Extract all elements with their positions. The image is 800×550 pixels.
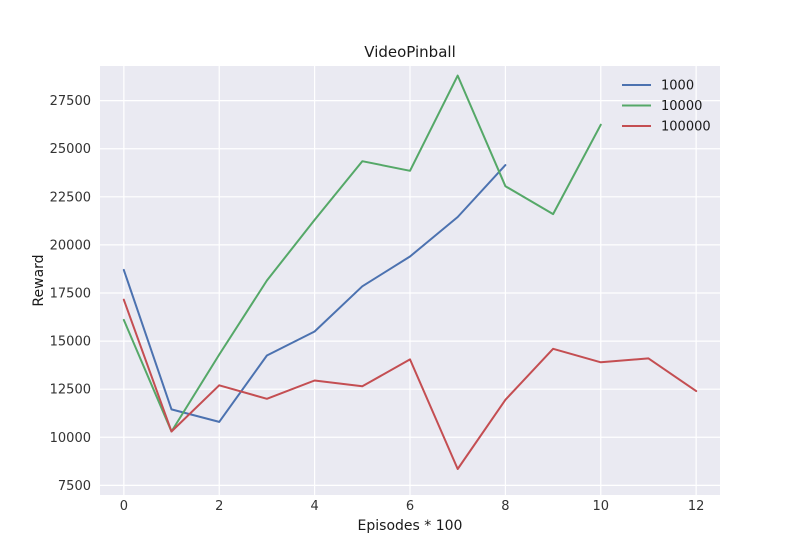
x-axis-label: Episodes * 100 [358, 518, 463, 534]
x-tick-label: 2 [215, 499, 223, 514]
grid [100, 66, 720, 495]
y-tick-label: 12500 [50, 383, 91, 398]
x-tick-label: 10 [592, 499, 609, 514]
y-tick-label: 17500 [50, 287, 91, 302]
series-lines [122, 74, 698, 470]
series-line-100000 [122, 298, 698, 470]
x-tick-label: 6 [406, 499, 414, 514]
y-tick-label: 10000 [50, 431, 91, 446]
x-tick-label: 12 [688, 499, 705, 514]
legend-label: 100000 [661, 120, 711, 135]
y-tick-label: 15000 [50, 335, 91, 350]
x-tick-label: 4 [310, 499, 318, 514]
y-tick-label: 7500 [58, 479, 91, 494]
legend-label: 10000 [661, 99, 702, 114]
series-line-10000 [122, 74, 602, 433]
y-tick-label: 22500 [50, 190, 91, 205]
y-tick-label: 27500 [50, 94, 91, 109]
y-ticks: 7500 10000 12500 15000 17500 20000 22500 25000 2… [50, 94, 91, 494]
legend: 1000 10000 100000 [622, 79, 711, 135]
chart-title: VideoPinball [364, 43, 455, 61]
x-ticks: 0 2 4 6 8 10 12 [120, 499, 705, 514]
y-axis-label: Reward [31, 254, 47, 306]
legend-label: 1000 [661, 79, 694, 94]
y-tick-label: 20000 [50, 238, 91, 253]
x-tick-label: 8 [501, 499, 509, 514]
x-tick-label: 0 [120, 499, 128, 514]
series-line-1000 [122, 164, 507, 423]
y-tick-label: 25000 [50, 142, 91, 157]
